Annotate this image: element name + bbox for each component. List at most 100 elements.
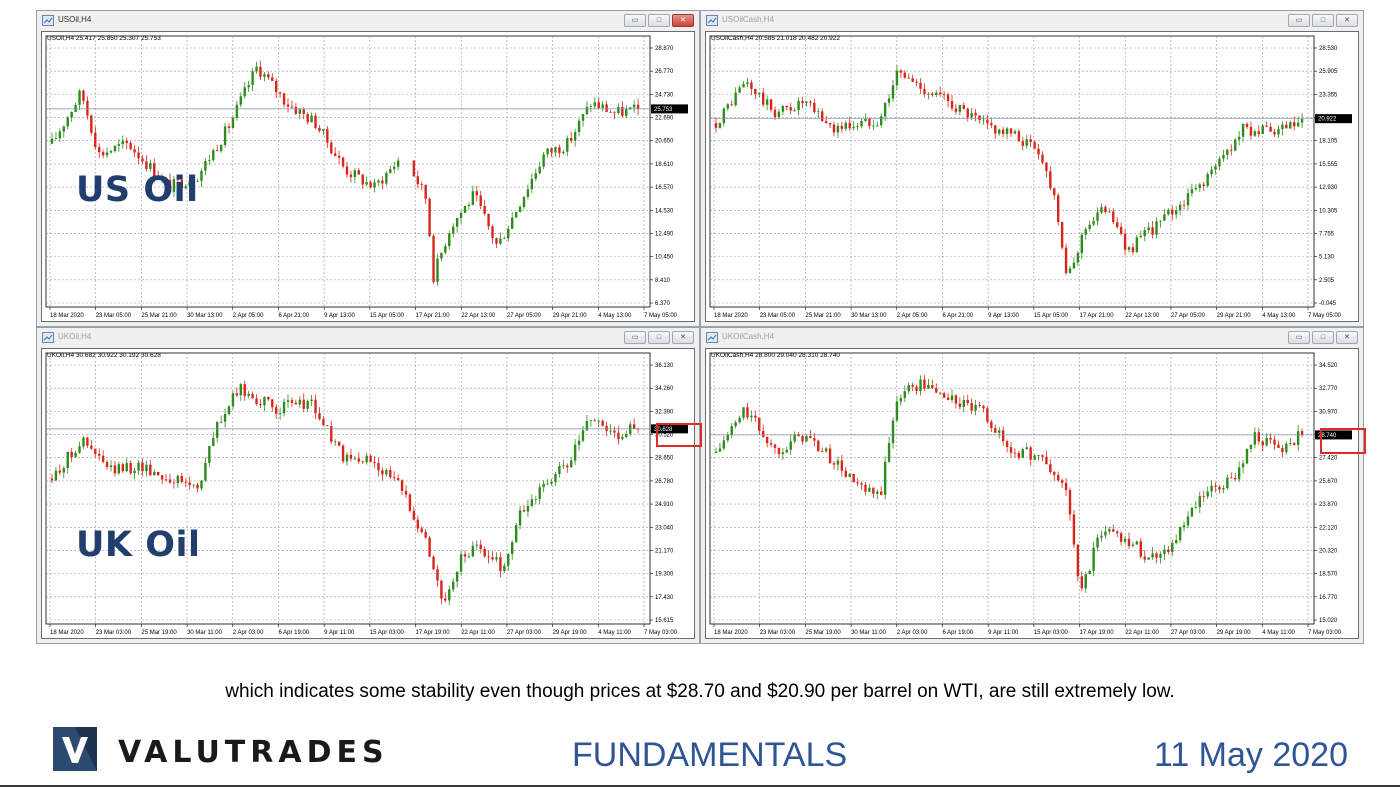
- candle-body: [891, 85, 895, 99]
- x-tick-label: 23 Mar 03:00: [760, 630, 796, 636]
- minimize-button[interactable]: ▭: [624, 14, 646, 27]
- x-tick-label: 17 Apr 19:00: [1080, 630, 1115, 636]
- candle-body: [1296, 122, 1300, 127]
- candle-body: [1206, 491, 1209, 497]
- candle-body: [962, 105, 965, 109]
- y-tick-label: 18.610: [655, 162, 674, 168]
- minimize-button[interactable]: ▭: [1288, 331, 1310, 344]
- candlestick-chart[interactable]: 34.52032.77030.97029.22027.42025.67023.8…: [706, 349, 1356, 636]
- candle-body: [1171, 209, 1174, 215]
- candle-body: [78, 446, 81, 453]
- close-button[interactable]: ✕: [672, 14, 694, 27]
- x-tick-label: 7 May 05:00: [644, 313, 678, 319]
- y-tick-label: 24.910: [655, 502, 674, 508]
- candle-body: [1155, 221, 1158, 235]
- candle-body: [625, 109, 628, 116]
- candle-body: [1300, 118, 1304, 123]
- candle-body: [208, 446, 211, 463]
- candle-body: [267, 396, 270, 400]
- candlestick-chart[interactable]: 28.870 26.770 24.730 22.690 20.650 18.610 16.5…: [42, 32, 692, 319]
- candle-body: [302, 109, 305, 115]
- candle-body: [824, 121, 828, 123]
- candle-body: [1222, 154, 1225, 159]
- candle-body: [1155, 553, 1158, 558]
- candle-body: [341, 445, 345, 462]
- minimize-button[interactable]: ▭: [1288, 14, 1310, 27]
- x-tick-label: 25 Mar 19:00: [141, 630, 177, 636]
- us-oil-label: US Oil: [76, 170, 199, 210]
- candle-body: [1127, 538, 1131, 547]
- candle-body: [840, 460, 844, 471]
- candle-body: [907, 385, 910, 392]
- close-button[interactable]: ✕: [1336, 331, 1358, 344]
- y-tick-label: 28.650: [655, 456, 674, 462]
- x-tick-label: 15 Apr 05:00: [1034, 313, 1069, 319]
- y-tick-label: 22.120: [1319, 525, 1338, 531]
- x-tick-label: 2 Apr 03:00: [897, 630, 928, 636]
- candle-body: [353, 458, 357, 460]
- y-tick-label: 17.430: [655, 595, 674, 601]
- y-tick-label: 15.020: [1319, 618, 1338, 624]
- candle-body: [204, 160, 207, 171]
- candlestick-chart[interactable]: 36.130 34.260 32.390 30.520 28.650 26.780 24.9…: [42, 349, 692, 636]
- candle-body: [459, 554, 463, 572]
- chart-window-usoil[interactable]: USOil,H4 ▭ □ ✕ 28.870 26.770 24.730 22.690 2…: [36, 10, 700, 327]
- candle-body: [164, 177, 168, 180]
- close-button[interactable]: ✕: [672, 331, 694, 344]
- minimize-button[interactable]: ▭: [624, 331, 646, 344]
- candle-body: [550, 148, 553, 153]
- candle-body: [714, 123, 718, 128]
- candle-body: [801, 100, 804, 104]
- maximize-button[interactable]: □: [1312, 14, 1334, 27]
- candle-body: [942, 393, 946, 398]
- x-tick-label: 18 Mar 2020: [50, 630, 84, 636]
- candle-body: [1206, 174, 1209, 186]
- candle-body: [105, 152, 109, 156]
- candle-body: [809, 436, 812, 439]
- candle-body: [133, 470, 136, 474]
- x-tick-label: 17 Apr 19:00: [416, 630, 451, 636]
- candle-body: [483, 206, 486, 214]
- candle-body: [1289, 443, 1292, 444]
- candle-body: [1131, 247, 1135, 253]
- chart-area[interactable]: 28.53025.90523.35520.73018.10515.55512.9…: [705, 31, 1359, 322]
- candle-body: [200, 480, 203, 489]
- candle-body: [946, 94, 950, 102]
- chart-window-usoilcash[interactable]: USOilCash,H4 ▭ □ ✕ 28.530 25.905 23.355 20.…: [700, 10, 1364, 327]
- chart-area[interactable]: 28.870 26.770 24.730 22.690 20.650 18.610 16.5…: [41, 31, 695, 322]
- window-titlebar[interactable]: UKOilCash,H4 ▭ □ ✕: [701, 328, 1363, 348]
- candle-body: [998, 129, 1001, 134]
- chart-window-ukoilcash[interactable]: UKOilCash,H4 ▭ □ ✕ 34.52032.77030.97029.…: [700, 327, 1364, 644]
- candle-body: [1265, 125, 1268, 127]
- candle-body: [286, 400, 290, 402]
- candle-body: [66, 117, 69, 127]
- candle-body: [1013, 131, 1017, 134]
- candle-body: [349, 454, 353, 459]
- x-tick-label: 17 Apr 21:00: [416, 313, 451, 319]
- chart-window-ukoil[interactable]: UKOil,H4 ▭ □ ✕ 36.130 34.260 32.390 30.520 2…: [36, 327, 700, 644]
- close-button[interactable]: ✕: [1336, 14, 1358, 27]
- window-titlebar[interactable]: USOilCash,H4 ▭ □ ✕: [701, 11, 1363, 31]
- candle-body: [982, 405, 985, 409]
- candle-body: [550, 482, 553, 484]
- candle-body: [294, 402, 298, 405]
- candle-body: [718, 448, 722, 452]
- x-tick-label: 23 Mar 03:00: [96, 630, 132, 636]
- window-titlebar[interactable]: USOil,H4 ▭ □ ✕: [37, 11, 699, 31]
- candlestick-chart[interactable]: 28.53025.90523.35520.73018.10515.55512.9…: [706, 32, 1356, 319]
- candle-body: [1281, 448, 1284, 453]
- candle-body: [452, 581, 455, 590]
- maximize-button[interactable]: □: [1312, 331, 1334, 344]
- x-tick-label: 6 Apr 21:00: [278, 313, 309, 319]
- candle-body: [381, 470, 384, 475]
- candle-body: [298, 109, 301, 114]
- candle-body: [1190, 507, 1194, 517]
- chart-area[interactable]: 36.130 34.260 32.390 30.520 28.650 26.780 24.9…: [41, 348, 695, 639]
- maximize-button[interactable]: □: [648, 14, 670, 27]
- window-titlebar[interactable]: UKOil,H4 ▭ □ ✕: [37, 328, 699, 348]
- candle-body: [1214, 485, 1217, 487]
- maximize-button[interactable]: □: [648, 331, 670, 344]
- candle-body: [793, 110, 796, 111]
- chart-area[interactable]: 34.52032.77030.97029.22027.42025.67023.8…: [705, 348, 1359, 639]
- candle-body: [239, 384, 242, 396]
